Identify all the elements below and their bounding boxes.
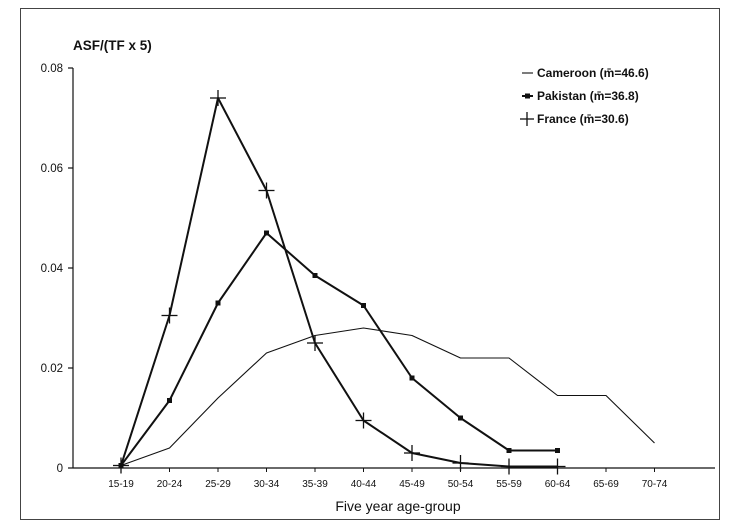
data-point xyxy=(264,230,269,236)
y-axis-title: ASF/(TF x 5) xyxy=(73,38,152,53)
y-tick-label: 0.06 xyxy=(41,163,63,175)
series-none xyxy=(120,327,655,467)
x-tick-label: 20-24 xyxy=(157,479,183,490)
x-tick-label: 50-54 xyxy=(448,479,474,490)
data-point xyxy=(307,335,323,351)
chart-frame xyxy=(20,8,720,520)
legend-label: France (m̄=30.6) xyxy=(537,112,629,126)
legend-item: France (m̄=30.6) xyxy=(520,112,629,126)
data-point xyxy=(355,412,372,429)
x-tick-label: 35-39 xyxy=(302,479,328,490)
data-point xyxy=(404,445,420,461)
data-point xyxy=(361,303,366,308)
series-layer xyxy=(113,90,655,475)
data-point xyxy=(452,455,469,471)
y-ticks: 0 0.02 0.04 0.06 0.08 xyxy=(41,63,73,475)
y-tick-label: 0 xyxy=(57,463,63,475)
data-point xyxy=(215,300,221,306)
legend-item: Cameroon (m̄=46.6) xyxy=(522,66,649,80)
data-point xyxy=(258,182,275,199)
x-tick-label: 45-49 xyxy=(399,479,425,490)
data-point xyxy=(506,448,512,453)
x-tick-label: 65-69 xyxy=(593,479,619,490)
legend-label: Cameroon (m̄=46.6) xyxy=(537,66,649,80)
data-point xyxy=(210,90,226,106)
data-point xyxy=(555,448,560,453)
legend: Cameroon (m̄=46.6) Pakistan (m̄=36.8) Fran… xyxy=(520,66,649,126)
data-point xyxy=(501,458,517,475)
x-ticks: 15-19 20-24 25-29 30-34 35-39 40-44 45-49 50-54… xyxy=(108,468,668,490)
series-line xyxy=(120,232,558,467)
x-tick-label: 15-19 xyxy=(108,479,134,490)
legend-item: Pakistan (m̄=36.8) xyxy=(522,89,639,103)
series-plus xyxy=(113,90,566,475)
series-line xyxy=(120,327,655,467)
legend-label: Pakistan (m̄=36.8) xyxy=(537,89,639,103)
legend-swatch xyxy=(520,112,534,126)
x-tick-label: 40-44 xyxy=(351,479,377,490)
data-point xyxy=(409,375,415,381)
y-tick-label: 0.08 xyxy=(41,63,63,75)
data-point xyxy=(312,273,318,278)
y-tick-label: 0.02 xyxy=(41,363,63,375)
data-point xyxy=(113,457,129,474)
data-point xyxy=(167,398,172,403)
data-point xyxy=(161,307,178,324)
data-point xyxy=(549,458,566,475)
x-tick-label: 60-64 xyxy=(545,479,571,490)
y-tick-label: 0.04 xyxy=(41,263,64,275)
series-line xyxy=(120,97,558,468)
x-tick-label: 30-34 xyxy=(254,479,280,490)
x-tick-label: 25-29 xyxy=(205,479,231,490)
legend-swatch xyxy=(522,93,533,99)
x-tick-label: 70-74 xyxy=(642,479,668,490)
x-tick-label: 55-59 xyxy=(496,479,522,490)
data-point xyxy=(458,415,463,421)
x-axis-title: Five year age-group xyxy=(335,498,461,514)
